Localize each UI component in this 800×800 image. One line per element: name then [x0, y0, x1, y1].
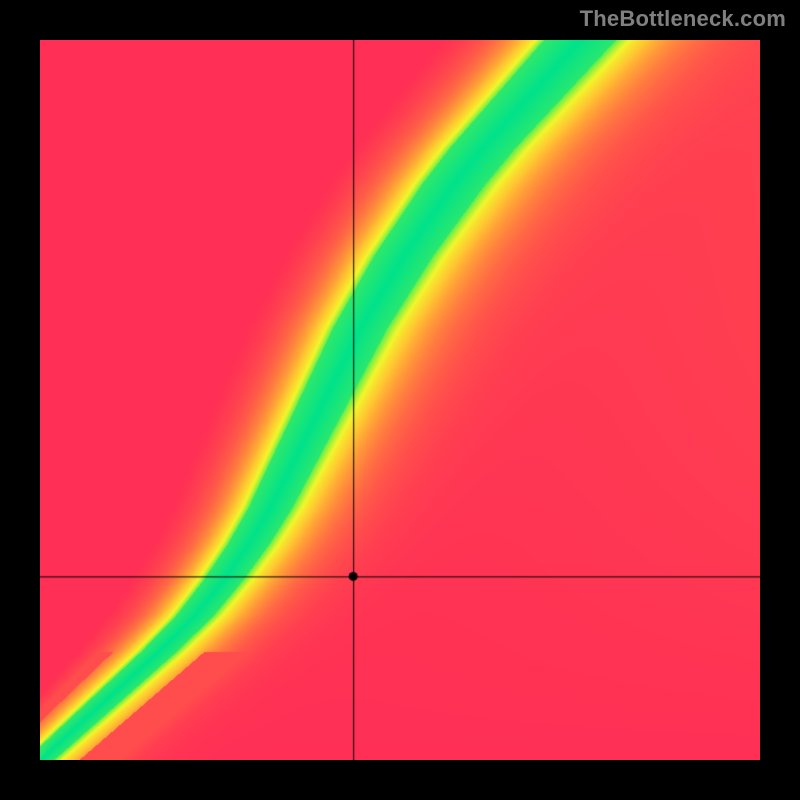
chart-container: TheBottleneck.com	[0, 0, 800, 800]
heatmap-canvas	[40, 40, 760, 760]
watermark-text: TheBottleneck.com	[580, 6, 786, 32]
heatmap-plot	[40, 40, 760, 760]
